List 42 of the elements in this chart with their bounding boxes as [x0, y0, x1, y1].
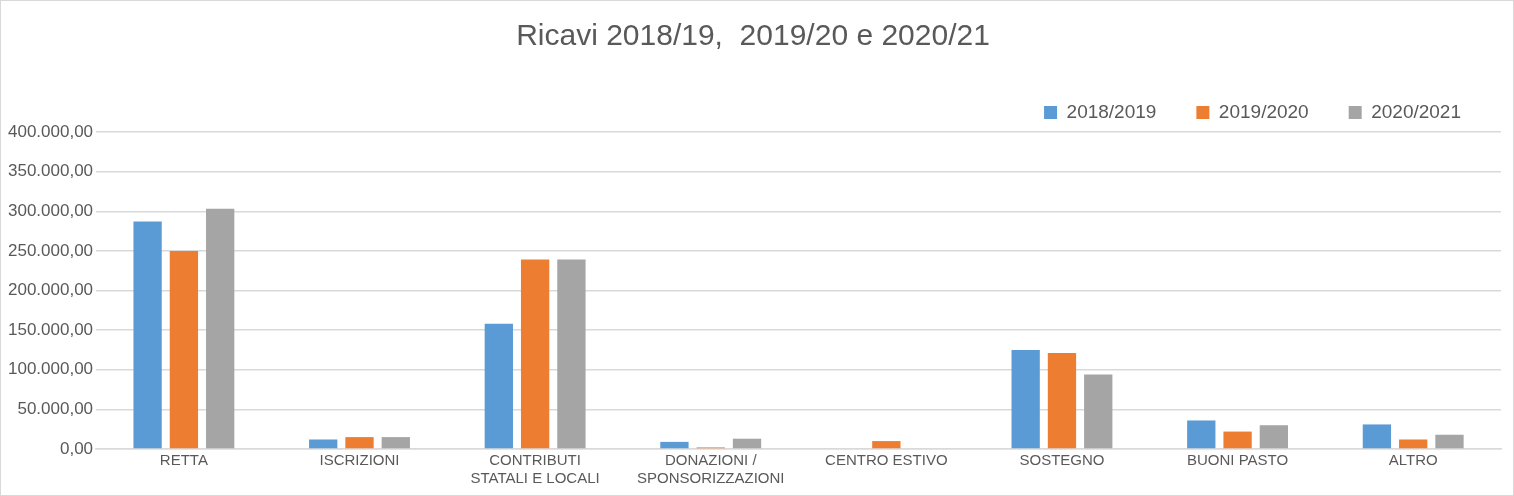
- bar: [520, 259, 550, 449]
- bar: [1011, 349, 1040, 449]
- bar: [1223, 431, 1252, 449]
- x-tick-label: BUONI PASTO: [1187, 451, 1289, 469]
- bar: [133, 221, 162, 449]
- bar: [1084, 374, 1113, 449]
- bar: [660, 441, 689, 449]
- y-tick-label: 400.000,00: [7, 121, 94, 141]
- y-tick-label: 0,00: [59, 438, 94, 458]
- bar: [872, 441, 901, 449]
- y-tick-label: 300.000,00: [7, 200, 94, 220]
- y-tick-label: 100.000,00: [7, 359, 94, 379]
- legend-label: 2018/2019: [1066, 100, 1157, 122]
- x-tick-label: ISCRIZIONI: [319, 451, 400, 469]
- bar: [206, 208, 235, 449]
- bar: [381, 437, 410, 449]
- legend-label: 2020/2021: [1371, 100, 1462, 122]
- chart-title: Ricavi 2018/19, 2019/20 e 2020/21: [516, 18, 990, 52]
- bar: [1435, 434, 1464, 449]
- bar: [732, 438, 762, 449]
- x-tick-label: RETTA: [159, 451, 208, 469]
- x-tick-label: SOSTEGNO: [1019, 451, 1105, 469]
- bar: [484, 323, 513, 449]
- x-tick-label: CENTRO ESTIVO: [825, 451, 948, 469]
- legend-label: 2019/2020: [1218, 100, 1309, 122]
- bar: [1362, 424, 1392, 449]
- bar: [1259, 425, 1289, 449]
- bar: [557, 259, 586, 449]
- y-tick-label: 350.000,00: [7, 161, 94, 181]
- bar: [309, 439, 338, 449]
- bar: [1187, 420, 1216, 449]
- x-tick-label: CONTRIBUTI STATALI E LOCALI: [470, 451, 600, 487]
- y-tick-label: 200.000,00: [7, 280, 94, 300]
- bar: [169, 250, 199, 449]
- y-tick-label: 250.000,00: [7, 240, 94, 260]
- y-tick-label: 50.000,00: [17, 399, 94, 419]
- y-tick-label: 150.000,00: [7, 319, 94, 339]
- bar: [1047, 353, 1077, 449]
- bar: [1399, 439, 1428, 449]
- bar: [345, 437, 374, 449]
- x-tick-label: ALTRO: [1388, 451, 1438, 469]
- x-tick-label: DONAZIONI / SPONSORIZZAZIONI: [636, 451, 785, 487]
